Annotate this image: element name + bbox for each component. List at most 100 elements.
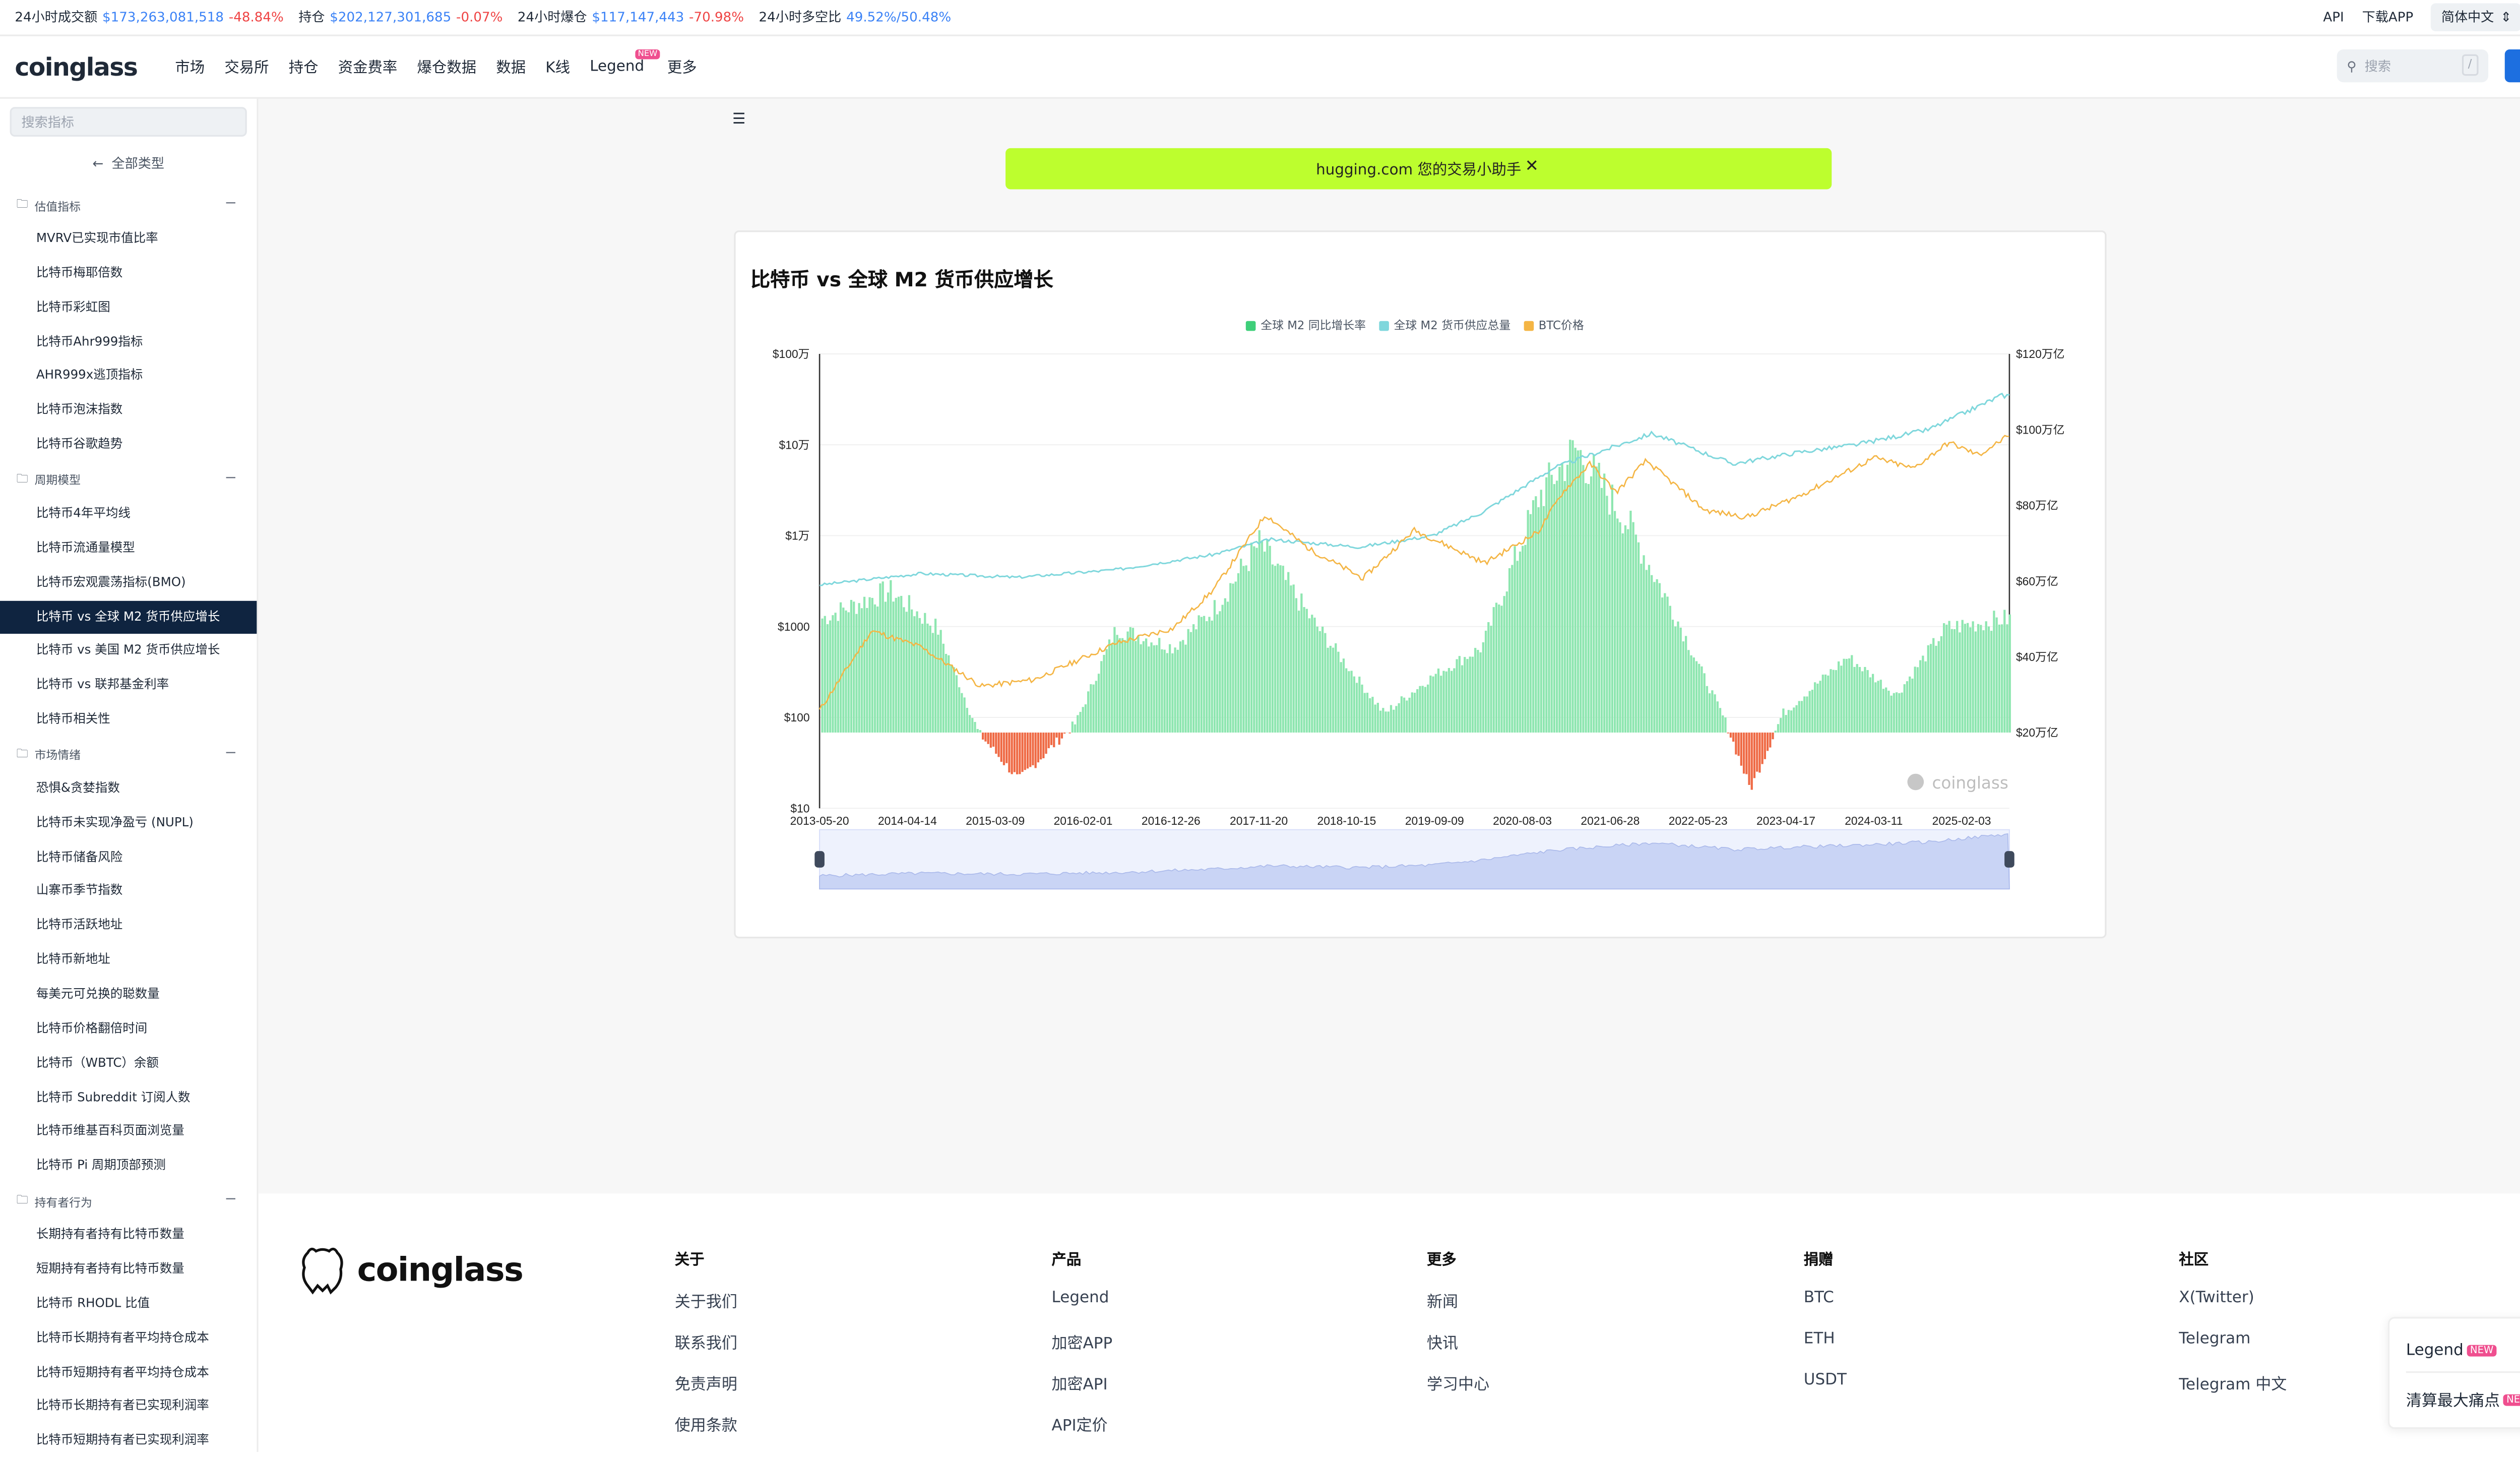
language-select[interactable]: 简体中文⇕ xyxy=(2431,4,2520,32)
footer-link[interactable]: 学习中心 xyxy=(1427,1371,1489,1413)
float-item-max-pain[interactable]: 清算最大痛点NEW xyxy=(2406,1388,2520,1411)
sidebar-item[interactable]: 比特币梅耶倍数 xyxy=(0,257,257,289)
footer-link[interactable]: 使用条款 xyxy=(675,1413,737,1454)
footer-link[interactable]: 加密API xyxy=(1052,1371,1113,1413)
nav-item-positions[interactable]: 持仓 xyxy=(289,56,319,77)
sidebar-item[interactable]: 比特币储备风险 xyxy=(0,840,257,873)
footer-link[interactable]: 快讯 xyxy=(1427,1330,1489,1371)
sidebar-item[interactable]: 比特币彩虹图 xyxy=(0,291,257,324)
growth-bar xyxy=(958,687,960,733)
sidebar-item[interactable]: MVRV已实现市值比率 xyxy=(0,222,257,255)
footer-link[interactable]: Legend xyxy=(1052,1289,1113,1330)
footer-link[interactable]: API定价 xyxy=(1052,1413,1113,1454)
sidebar-item[interactable]: 比特币 Pi 周期顶部预测 xyxy=(0,1149,257,1182)
chart-plot[interactable]: $100万$10万$1万$1000$100$10$120万亿$100万亿$80万… xyxy=(734,329,2103,905)
sidebar-item[interactable]: 比特币未实现净盈亏 (NUPL) xyxy=(0,806,257,839)
footer-link[interactable]: 免责声明 xyxy=(675,1371,737,1413)
list-icon[interactable]: ☰ xyxy=(732,112,745,129)
sidebar-group[interactable]: 🗀周期模型− xyxy=(17,472,240,491)
footer-link[interactable]: 关于我们 xyxy=(675,1289,737,1330)
y-right-tick-label: $120万亿 xyxy=(2016,347,2065,360)
nav-item-liquidation[interactable]: 爆仓数据 xyxy=(417,56,477,77)
growth-bar xyxy=(1435,674,1437,733)
growth-bar xyxy=(1629,511,1631,733)
logo[interactable]: coinglass xyxy=(15,52,137,82)
sidebar-item[interactable]: 比特币活跃地址 xyxy=(0,909,257,942)
range-handle-left[interactable] xyxy=(814,851,825,868)
nav-item-kline[interactable]: K线 xyxy=(545,56,570,77)
collapse-icon[interactable]: − xyxy=(225,196,237,213)
close-icon[interactable]: ✕ xyxy=(1525,158,1539,176)
growth-bar xyxy=(1840,665,1842,733)
footer-link[interactable]: 新闻 xyxy=(1427,1289,1489,1330)
collapse-icon[interactable]: − xyxy=(225,1192,237,1208)
growth-bar xyxy=(1793,707,1795,733)
sidebar-group[interactable]: 🗀市场情绪− xyxy=(17,747,240,765)
growth-bar xyxy=(1891,696,1893,733)
sidebar-item[interactable]: 比特币 Subreddit 订阅人数 xyxy=(0,1081,257,1114)
sidebar-item[interactable]: 比特币（WBTC）余额 xyxy=(0,1047,257,1079)
sidebar-group[interactable]: 🗀持有者行为− xyxy=(17,1194,240,1212)
growth-bar xyxy=(1603,473,1605,733)
growth-bar xyxy=(990,733,992,748)
growth-bar xyxy=(1390,705,1392,733)
sidebar-item[interactable]: 山寨币季节指数 xyxy=(0,875,257,907)
footer-link[interactable]: 加密APP xyxy=(1052,1330,1113,1371)
all-types-link[interactable]: ←全部类型 xyxy=(0,155,257,173)
sidebar-item[interactable]: 比特币谷歌趋势 xyxy=(0,428,257,461)
sidebar-item[interactable]: 比特币短期持有者平均持仓成本 xyxy=(0,1356,257,1388)
footer-logo[interactable]: coinglass xyxy=(298,1243,523,1295)
sidebar-item[interactable]: 比特币宏观震荡指标(BMO) xyxy=(0,566,257,598)
growth-bar xyxy=(1945,625,1947,733)
sidebar-item[interactable]: 比特币短期持有者已实现利润率 xyxy=(0,1424,257,1457)
sidebar-item[interactable]: 比特币 vs 美国 M2 货币供应增长 xyxy=(0,634,257,667)
footer-link[interactable]: ETH xyxy=(1804,1330,1847,1371)
growth-bar xyxy=(1398,703,1400,733)
login-button[interactable]: 登录 xyxy=(2505,49,2520,82)
sidebar-item[interactable]: 比特币流通量模型 xyxy=(0,531,257,564)
sidebar-group[interactable]: 🗀估值指标− xyxy=(17,198,240,216)
promo-banner[interactable]: hugging.com 您的交易小助手 ✕ xyxy=(1005,148,1832,190)
footer-link[interactable]: Telegram 中文 xyxy=(2179,1371,2287,1413)
download-app-link[interactable]: 下载APP xyxy=(2362,8,2414,26)
sidebar-item[interactable]: 每美元可兑换的聪数量 xyxy=(0,978,257,1011)
sidebar-item[interactable]: 比特币新地址 xyxy=(0,943,257,976)
growth-bar xyxy=(948,655,950,733)
collapse-icon[interactable]: − xyxy=(225,471,237,488)
sidebar-item[interactable]: 比特币 vs 全球 M2 货币供应增长 xyxy=(0,600,257,633)
sidebar-item[interactable]: 比特币价格翻倍时间 xyxy=(0,1012,257,1045)
growth-bar xyxy=(1606,496,1608,733)
sidebar-item[interactable]: 比特币相关性 xyxy=(0,703,257,736)
sidebar-item[interactable]: 比特币Ahr999指标 xyxy=(0,325,257,358)
sidebar-item[interactable]: 比特币维基百科页面浏览量 xyxy=(0,1115,257,1148)
range-handle-right[interactable] xyxy=(2004,851,2014,868)
footer-link[interactable]: USDT xyxy=(1804,1371,1847,1413)
footer-link[interactable]: 联系我们 xyxy=(675,1330,737,1371)
search-input[interactable]: ⚲ 搜索 / xyxy=(2337,49,2488,82)
api-link[interactable]: API xyxy=(2323,10,2344,25)
sidebar-item[interactable]: 比特币 vs 联邦基金利率 xyxy=(0,669,257,701)
coinglass-watermark-icon xyxy=(1907,774,1924,791)
sidebar-item[interactable]: 长期持有者持有比特币数量 xyxy=(0,1219,257,1251)
collapse-icon[interactable]: − xyxy=(225,746,237,762)
indicator-search-input[interactable]: 搜索指标 xyxy=(10,107,247,137)
footer-link[interactable]: Telegram xyxy=(2179,1330,2287,1371)
nav-item-data[interactable]: 数据 xyxy=(496,56,526,77)
nav-item-market[interactable]: 市场 xyxy=(175,56,205,77)
footer-link[interactable]: X(Twitter) xyxy=(2179,1289,2287,1330)
ticker-volume: 24小时成交额$173,263,081,518-48.84% xyxy=(15,8,283,26)
footer-link[interactable]: BTC xyxy=(1804,1289,1847,1330)
sidebar-item[interactable]: 比特币 RHODL 比值 xyxy=(0,1287,257,1320)
sidebar-item[interactable]: 比特币长期持有者平均持仓成本 xyxy=(0,1321,257,1354)
sidebar-item[interactable]: 比特币泡沫指数 xyxy=(0,394,257,427)
nav-item-more[interactable]: 更多 xyxy=(667,56,697,77)
nav-item-funding[interactable]: 资金费率 xyxy=(338,56,398,77)
sidebar-item[interactable]: 恐惧&贪婪指数 xyxy=(0,772,257,805)
sidebar-item[interactable]: 比特币4年平均线 xyxy=(0,497,257,530)
sidebar-item[interactable]: AHR999x逃顶指标 xyxy=(0,359,257,392)
nav-item-exchange[interactable]: 交易所 xyxy=(224,56,269,77)
sidebar-item[interactable]: 比特币长期持有者已实现利润率 xyxy=(0,1390,257,1423)
sidebar-item[interactable]: 短期持有者持有比特币数量 xyxy=(0,1253,257,1286)
